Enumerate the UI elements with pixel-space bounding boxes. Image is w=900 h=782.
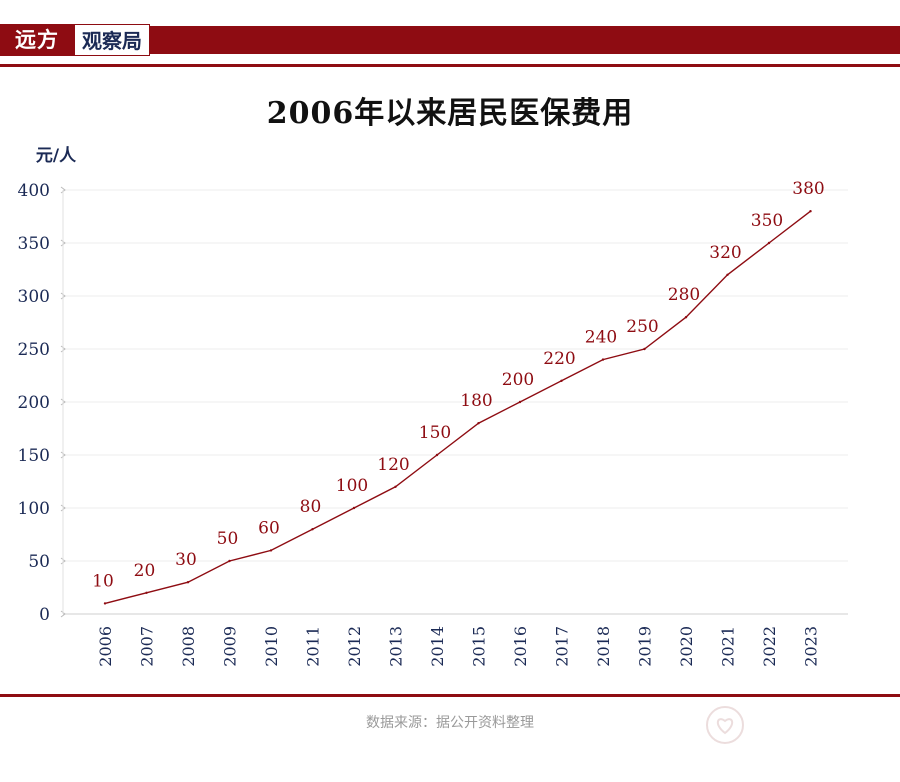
data-label: 30: [175, 550, 197, 570]
y-tick-label: 400: [18, 181, 50, 201]
header-bar: [0, 26, 900, 54]
y-axis-label: 元/人: [36, 146, 77, 166]
data-point: [186, 581, 190, 584]
y-tick-label: 200: [18, 393, 50, 413]
x-tick-label: 2018: [594, 626, 613, 667]
data-point: [560, 379, 563, 382]
y-tick-label: 0: [39, 605, 50, 625]
x-tick-label: 2006: [96, 626, 115, 667]
data-label: 150: [419, 423, 451, 443]
line-chart: 元/人 0 50 100 150 200 250 300 350 400 2006 2007 2008 2…: [18, 146, 848, 667]
watermark-logo: [706, 706, 744, 744]
data-point: [228, 559, 231, 563]
source-note: 数据来源：据公开资料整理: [366, 715, 534, 731]
brand-logo-right: 观察局: [74, 24, 150, 56]
y-tick-label: 150: [18, 446, 50, 466]
x-tick-label: 2020: [677, 626, 696, 667]
series-line: [104, 210, 811, 605]
data-point: [684, 316, 688, 319]
y-tick-mark: [60, 239, 66, 247]
data-point: [518, 400, 522, 404]
data-label: 100: [336, 476, 368, 496]
x-tick-label: 2017: [553, 626, 572, 667]
data-label: 80: [300, 497, 322, 517]
y-tick-mark: [60, 504, 66, 512]
x-tick-label: 2013: [387, 626, 406, 667]
y-tick-label: 50: [28, 552, 50, 572]
y-tick-label: 300: [18, 287, 50, 307]
x-tick-label: 2010: [262, 626, 281, 667]
data-point: [601, 358, 605, 361]
x-tick-label: 2021: [719, 626, 738, 667]
data-point: [477, 422, 480, 425]
y-tick-mark: [60, 398, 66, 406]
data-label: 280: [668, 285, 700, 305]
x-tick-label: 2007: [138, 626, 157, 667]
data-label: 380: [792, 179, 824, 199]
chart-title: 2006年以来居民医保费用: [266, 96, 634, 131]
data-label: 220: [543, 349, 575, 369]
x-tick-label: 2012: [345, 626, 364, 667]
data-label: 320: [709, 243, 741, 263]
x-tick-label: 2009: [221, 626, 240, 667]
x-tick-label: 2008: [179, 626, 198, 667]
footer-divider: [0, 694, 900, 697]
data-label: 240: [585, 328, 617, 348]
y-tick-label: 100: [18, 499, 50, 519]
data-point: [809, 210, 812, 213]
data-label: 10: [92, 571, 114, 591]
data-label: 50: [217, 529, 239, 549]
x-tick-label: 2015: [470, 626, 489, 667]
header-divider: [0, 64, 900, 67]
y-tick-mark: [60, 345, 66, 353]
data-label: 20: [134, 561, 156, 581]
data-point: [103, 602, 107, 605]
data-label: 350: [751, 211, 783, 231]
x-tick-label: 2011: [304, 626, 323, 667]
data-label: 60: [258, 518, 280, 538]
data-label: 200: [502, 370, 534, 390]
x-tick-label: 2023: [802, 626, 821, 667]
data-point: [435, 453, 439, 457]
brand-logo-left: 远方: [0, 24, 74, 56]
data-point: [767, 241, 771, 245]
data-label: 250: [626, 317, 658, 337]
x-tick-label: 2014: [428, 626, 447, 667]
data-point: [394, 485, 397, 488]
data-point: [311, 528, 314, 531]
data-label: 180: [460, 391, 492, 411]
y-tick-label: 350: [18, 234, 50, 254]
y-tick-label: 250: [18, 340, 50, 360]
data-point: [726, 273, 729, 276]
data-point: [643, 347, 646, 351]
data-point: [352, 506, 356, 510]
y-tick-mark: [60, 186, 66, 194]
y-tick-mark: [60, 610, 66, 618]
y-tick-mark: [60, 292, 66, 300]
y-tick-mark: [60, 451, 66, 459]
x-tick-label: 2019: [636, 626, 655, 667]
data-point: [145, 591, 148, 594]
x-tick-label: 2022: [760, 626, 779, 667]
x-tick-label: 2016: [511, 626, 530, 667]
data-label: 120: [377, 455, 409, 475]
data-point: [269, 549, 273, 552]
y-tick-mark: [60, 557, 66, 565]
